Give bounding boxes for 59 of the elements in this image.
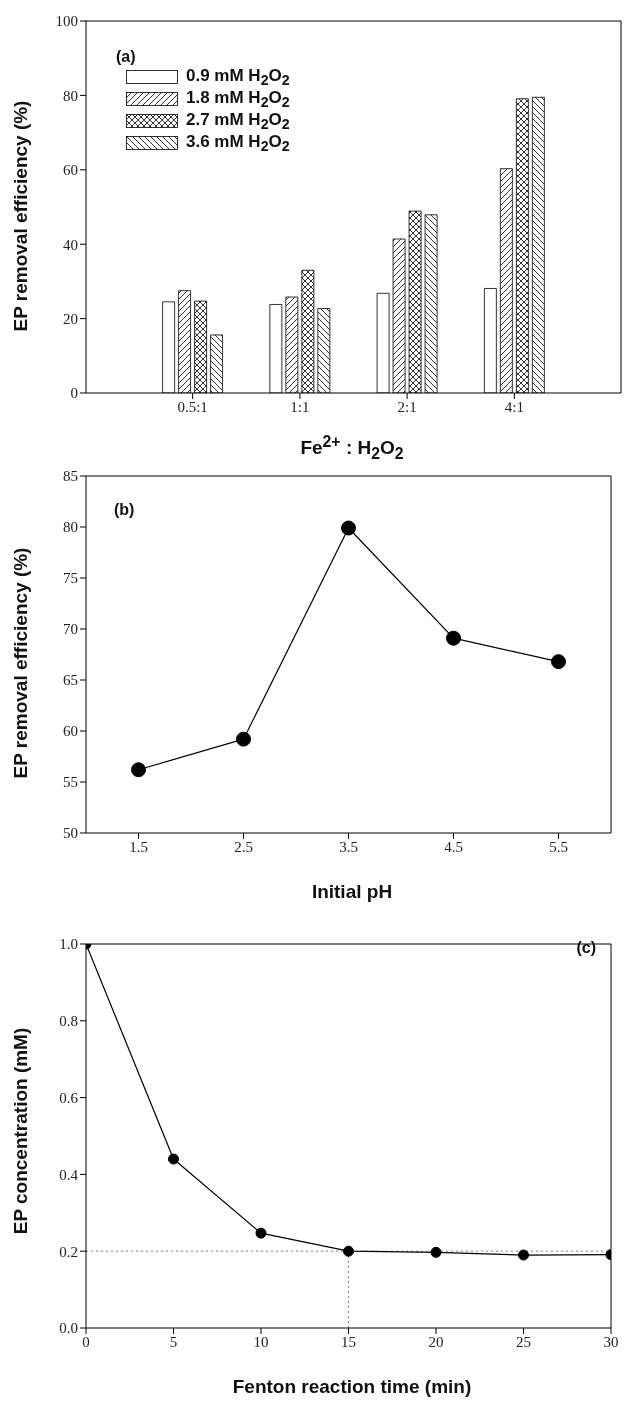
point	[131, 762, 146, 778]
x-tick-label: 0	[82, 1333, 90, 1350]
point	[341, 520, 356, 536]
y-tick-label: 0.0	[59, 1320, 78, 1337]
legend-label: 0.9 mM H$_{2}$O$_{2}$	[186, 65, 290, 89]
y-tick-label: 60	[63, 162, 78, 179]
y-tick-label: 0.6	[59, 1089, 79, 1106]
point	[430, 1246, 442, 1258]
point	[168, 1153, 179, 1165]
x-tick-label: 3.5	[339, 838, 358, 855]
point	[551, 654, 566, 670]
x-tick-label: 2.5	[234, 838, 253, 855]
x-tick-label: 5.5	[549, 838, 568, 855]
y-tick-label: 60	[63, 723, 78, 740]
x-axis-title: Fe$^{2+}$ : H$_{2}$O$_{2}$	[299, 432, 405, 463]
x-tick-label: 1:1	[290, 398, 310, 415]
y-tick-label: 75	[63, 570, 78, 587]
y-axis-title: EP removal efficiency (%)	[10, 547, 32, 779]
y-tick-label: 20	[63, 310, 78, 327]
y-axis-title: EP concentration (mM)	[10, 1027, 32, 1234]
point	[236, 731, 251, 747]
legend-label: 3.6 mM H$_{2}$O$_{2}$	[186, 131, 290, 155]
x-axis-title: Fenton reaction time (min)	[231, 1376, 473, 1398]
y-tick-label: 80	[63, 519, 78, 536]
x-axis-title: Initial pH	[310, 881, 394, 903]
y-tick-label: 0.4	[59, 1166, 79, 1183]
point	[255, 1227, 267, 1239]
annotation: (b)	[114, 501, 135, 519]
y-tick-label: 0	[70, 385, 78, 402]
annotation: (a)	[116, 48, 136, 66]
x-tick-label: 0.5:1	[177, 398, 208, 415]
y-tick-label: 80	[63, 87, 78, 104]
x-tick-label: 5	[169, 1333, 178, 1350]
x-tick-label: 2:1	[397, 398, 417, 415]
point	[343, 1245, 354, 1257]
y-tick-label: 0.2	[59, 1243, 78, 1260]
annotation: (c)	[576, 939, 596, 957]
y-tick-label: 100	[55, 13, 78, 30]
x-tick-label: 4.5	[444, 838, 463, 855]
y-tick-label: 1.0	[59, 936, 78, 953]
x-tick-label: 15	[341, 1333, 356, 1350]
x-tick-label: 4:1	[504, 398, 524, 415]
y-tick-label: 0.8	[59, 1013, 78, 1030]
y-tick-label: 50	[63, 825, 78, 842]
y-tick-label: 55	[63, 774, 78, 791]
y-tick-label: 40	[63, 236, 78, 253]
point	[518, 1249, 529, 1261]
y-tick-label: 85	[63, 468, 78, 485]
point	[446, 630, 461, 646]
x-tick-label: 1.5	[129, 838, 148, 855]
legend-label: 2.7 mM H$_{2}$O$_{2}$	[186, 109, 290, 133]
x-tick-label: 10	[253, 1333, 269, 1350]
y-tick-label: 65	[63, 672, 78, 689]
y-tick-label: 70	[63, 621, 78, 638]
y-axis-title: EP removal efficiency (%)	[10, 100, 32, 331]
legend-label: 1.8 mM H$_{2}$O$_{2}$	[186, 87, 290, 111]
x-tick-label: 25	[516, 1333, 531, 1350]
x-tick-label: 30	[603, 1333, 619, 1350]
x-tick-label: 20	[428, 1333, 444, 1350]
